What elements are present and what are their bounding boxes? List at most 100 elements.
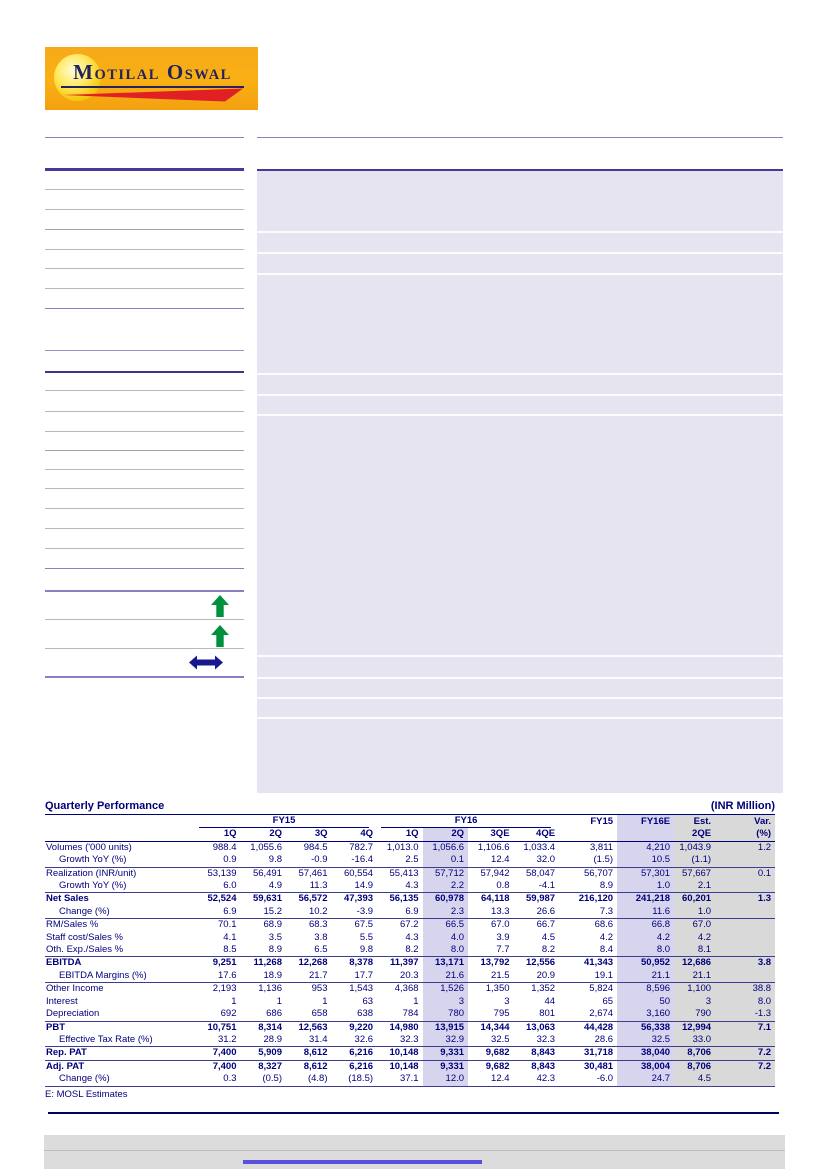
redacted-line <box>45 450 244 452</box>
redacted-line <box>45 209 244 210</box>
cell-value: 3.9 <box>496 931 510 943</box>
cell-value: 1,100 <box>674 982 716 996</box>
table-row: Effective Tax Rate (%) 31.2 28.9 31.4 32.6 32… <box>45 1033 776 1048</box>
cell-value: 56,135 <box>389 893 419 905</box>
cell-value: 2.3 <box>422 905 469 920</box>
top-rule-right <box>257 136 783 138</box>
col-group-fy16: FY16 <box>377 815 559 829</box>
cell-value: (1.1) <box>674 854 716 868</box>
redacted-line <box>45 249 244 250</box>
placeholder-separator <box>257 697 783 699</box>
redacted-line <box>45 371 244 373</box>
logo-word-1: Motilal <box>73 60 160 84</box>
col-header-est: Est. <box>674 815 716 829</box>
cell-value: 64,118 <box>480 893 510 905</box>
row-label: Net Sales <box>46 893 89 905</box>
cell-value: 32.5 <box>617 1033 675 1048</box>
cell-value: 17.6 <box>195 969 241 984</box>
placeholder-separator <box>257 394 783 396</box>
cell-value: 8,612 <box>303 1060 328 1072</box>
cell-value: 32.9 <box>422 1033 469 1048</box>
cell-value: 658 <box>286 1008 332 1022</box>
cell-value: 13,792 <box>480 957 510 969</box>
table-row: Depreciation 692 686 658 638 784 780 795 801 2,67… <box>45 1008 776 1022</box>
cell-value: 5.5 <box>359 931 374 943</box>
cell-value: 7.3 <box>559 905 618 920</box>
cell-value: 1,136 <box>258 983 282 995</box>
cell-value: 5,909 <box>240 1046 286 1061</box>
redacted-line <box>45 288 244 289</box>
cell-value: 66.5 <box>422 918 469 932</box>
cell-value: 11.6 <box>617 905 675 920</box>
cell-value: 6,216 <box>331 1046 378 1061</box>
cell-value: -1.3 <box>715 1008 776 1022</box>
row-label: Depreciation <box>45 1008 195 1022</box>
cell-value: 10,751 <box>207 1021 237 1033</box>
cell-value: 41,343 <box>584 957 614 969</box>
col-header-var: Var. <box>715 815 776 829</box>
row-label: Effective Tax Rate (%) <box>45 1033 195 1048</box>
cell-value: 56,707 <box>584 867 614 879</box>
cell-value: 38,004 <box>617 1060 675 1074</box>
cell-value <box>715 931 776 945</box>
placeholder-separator <box>257 414 783 416</box>
redacted-line <box>45 508 244 509</box>
cell-value: 31.4 <box>286 1033 332 1048</box>
row-label: Growth YoY (%) <box>45 854 195 868</box>
placeholder-separator <box>257 273 783 275</box>
cell-value: 9,682 <box>485 1060 510 1072</box>
footer-accent-line <box>243 1160 482 1164</box>
logo-word-2: Oswal <box>166 60 232 84</box>
redacted-line <box>45 390 244 391</box>
cell-value: 15.2 <box>240 905 286 920</box>
cell-value: 8,843 <box>531 1060 556 1072</box>
cell-value: 18.9 <box>240 969 286 984</box>
row-label: Realization (INR/unit) <box>46 867 137 879</box>
cell-value: 3.8 <box>314 931 328 943</box>
cell-value: 31.2 <box>195 1033 241 1048</box>
cell-value: 6.5 <box>286 944 332 958</box>
redacted-line <box>45 619 244 620</box>
cell-value: 59,987 <box>526 893 556 905</box>
row-label: Change (%) <box>45 1073 195 1087</box>
col-group-fy15: FY15 <box>195 815 377 829</box>
cell-value: 0.9 <box>195 854 241 868</box>
cell-value: 1,056.6 <box>422 841 469 855</box>
trend-up-icon <box>211 595 229 617</box>
table-row: EBITDA 9,251 11,268 12,268 8,378 11,397 13,171… <box>45 956 776 970</box>
cell-value: (18.5) <box>331 1073 378 1087</box>
cell-value: 6.9 <box>377 905 423 920</box>
cell-value: 53,139 <box>207 867 237 879</box>
table-row: RM/Sales % 70.1 68.9 68.3 67.5 67.2 66.5 67.0 66… <box>45 918 776 932</box>
cell-value: 19.1 <box>559 969 618 984</box>
cell-value: 21.6 <box>422 969 469 984</box>
cell-value: 8.0 <box>422 944 469 958</box>
cell-value: 3.8 <box>715 956 776 970</box>
cell-value: 52,524 <box>207 893 237 905</box>
cell-value: 638 <box>331 1008 378 1022</box>
cell-value: 17.7 <box>331 969 378 984</box>
cell-value: -4.1 <box>513 880 560 894</box>
col-header-fy16-4qe: 4QE <box>513 828 560 842</box>
cell-value: 6,216 <box>349 1060 374 1072</box>
cell-value: 11,397 <box>389 957 419 969</box>
cell-value: 12,556 <box>526 957 556 969</box>
cell-value: 68.9 <box>263 919 283 931</box>
redacted-line <box>45 590 244 592</box>
cell-value: 0.1 <box>422 854 469 868</box>
col-header-fy15-2q: 2Q <box>240 828 286 842</box>
cell-value: 44,428 <box>584 1021 614 1033</box>
cell-value: 4.2 <box>674 931 716 945</box>
cell-value: 984.5 <box>303 841 328 853</box>
placeholder-separator <box>257 231 783 233</box>
cell-value: 12,994 <box>674 1021 716 1034</box>
cell-value: 56,572 <box>298 893 328 905</box>
qp-table-body: Volumes ('000 units) 988.4 1,055.6 984.5 782… <box>45 841 776 1087</box>
row-label: EBITDA Margins (%) <box>45 969 195 984</box>
cell-value: 241,218 <box>617 892 675 906</box>
cell-value: 4.2 <box>599 931 614 943</box>
cell-value: 6.9 <box>195 905 241 920</box>
table-row: Other Income 2,193 1,136 953 1,543 4,368 1,526… <box>45 982 776 996</box>
cell-value: 13,171 <box>422 956 469 970</box>
